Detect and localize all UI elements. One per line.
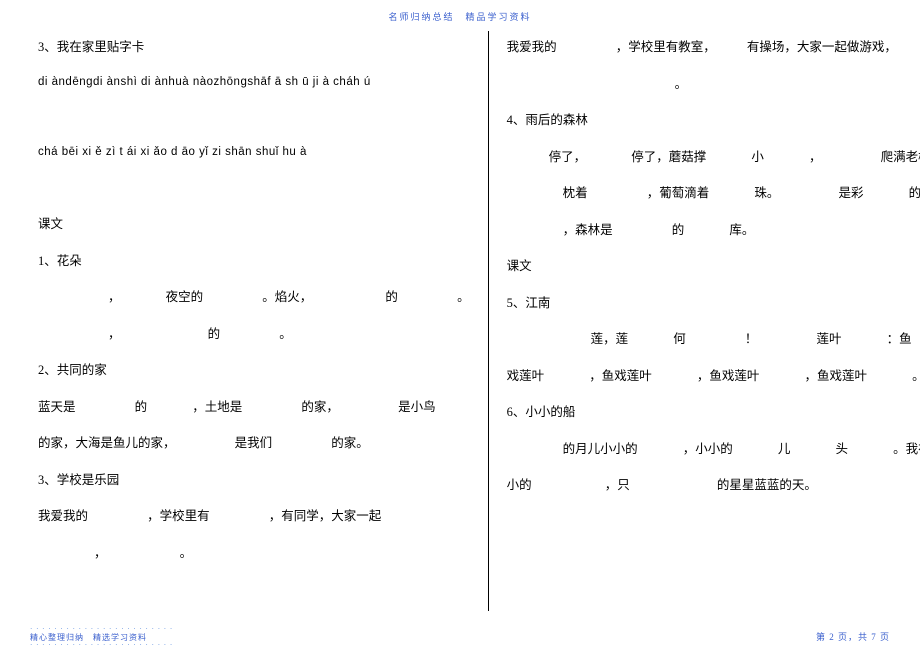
text-line: 3、我在家里贴字卡 [38, 31, 470, 64]
footer-dots-bottom: · · · · · · · · · · · · · · · · · · · · … [30, 641, 173, 649]
fill-blank-line: 戏莲叶 ，鱼戏莲叶 ，鱼戏莲叶 ，鱼戏莲叶 。 [507, 360, 920, 393]
section-heading: 课文 [38, 208, 470, 241]
section-heading: 课文 [507, 250, 920, 283]
text-segment: 我爱我的 [38, 509, 88, 523]
fill-blank-line: ，森林是 的 库。 [507, 214, 920, 247]
text-segment: ，土地是 [192, 400, 242, 414]
text-segment: ，森林是 [563, 223, 613, 237]
text-segment: 的月儿小小的 [563, 442, 638, 456]
text-segment: ，小小的 [683, 442, 733, 456]
column-right: 我爱我的 ，学校里有教室， 有操场，大家一起做游戏， 。 4、雨后的森林 停了，… [489, 31, 920, 611]
text-segment: 停了， [549, 150, 587, 164]
text-segment: 。焰火， [262, 290, 312, 304]
text-line: 3、学校是乐园 [38, 464, 470, 497]
text-segment: 爬满老树， [881, 150, 920, 164]
text-segment: ， [94, 546, 107, 560]
text-segment: 库。 [729, 223, 754, 237]
text-segment: ：鱼 [887, 332, 912, 346]
text-line: 5、江南 [507, 287, 920, 320]
text-segment: 的家，大海是鱼儿的家， [38, 436, 176, 450]
fill-blank-line: 停了， 停了，蘑菇撑 小 ， 爬满老树， [507, 141, 920, 174]
text-segment: 珠。 [754, 186, 779, 200]
text-segment: 有操场，大家一起做游戏， [747, 40, 897, 54]
text-segment: ！ [745, 332, 758, 346]
text-segment: 的家， [301, 400, 339, 414]
text-segment: ，学校里有 [147, 509, 210, 523]
text-segment: 戏莲叶 [507, 369, 545, 383]
text-segment: 是我们 [235, 436, 273, 450]
text-segment: 小的 [507, 478, 532, 492]
text-line: 2、共同的家 [38, 354, 470, 387]
text-segment: ，有同学，大家一起 [269, 509, 382, 523]
text-segment: 。 [675, 77, 688, 91]
text-segment: 。 [180, 546, 193, 560]
text-segment: 我爱我的 [507, 40, 557, 54]
two-column-layout: 3、我在家里贴字卡 di àndēngdi ànshì di ànhuà nào… [30, 31, 890, 611]
fill-blank-line: 小的 ，只 的星星蓝蓝的天。 [507, 469, 920, 502]
text-segment: 莲叶 [817, 332, 842, 346]
text-segment: 莲，莲 [591, 332, 629, 346]
text-segment: 蓝天是 [38, 400, 76, 414]
text-segment: ， [809, 150, 822, 164]
text-segment: 。 [457, 290, 470, 304]
page-container: 名师归纳总结 精品学习资料 3、我在家里贴字卡 di àndēngdi ànsh… [0, 0, 920, 651]
text-segment: 儿 [778, 442, 791, 456]
text-line: 4、雨后的森林 [507, 104, 920, 137]
text-segment: ，鱼戏莲叶 [805, 369, 868, 383]
fill-blank-line: 的月儿小小的 ，小小的 儿 头 。我在小 [507, 433, 920, 466]
text-segment: ， [108, 327, 121, 341]
fill-blank-line: 我爱我的 ，学校里有教室， 有操场，大家一起做游戏， [507, 31, 920, 64]
text-segment: 的 [909, 186, 920, 200]
text-segment: 是彩 [839, 186, 864, 200]
text-segment: ，鱼戏莲叶 [589, 369, 652, 383]
text-segment: 小 [751, 150, 764, 164]
text-segment: 。 [912, 369, 920, 383]
text-line: 6、小小的船 [507, 396, 920, 429]
fill-blank-line: 枕着 ，葡萄滴着 珠。 是彩 的 [507, 177, 920, 210]
text-segment: 的家。 [331, 436, 369, 450]
text-segment: 枕着 [563, 186, 588, 200]
footer-page-number: 第 2 页，共 7 页 [816, 630, 890, 643]
pinyin-line: di àndēngdi ànshì di ànhuà nàozhōngshāf … [38, 68, 470, 98]
fill-blank-line: 我爱我的 ，学校里有 ，有同学，大家一起 [38, 500, 470, 533]
pinyin-line: chá bēi xi ě zì t ái xi ǎo d āo yǐ zi sh… [38, 138, 470, 168]
text-segment: 停了，蘑菇撑 [631, 150, 706, 164]
fill-blank-line: ， 夜空的 。焰火， 的 。 [38, 281, 470, 314]
blank-line [38, 101, 470, 134]
text-segment: 的 [135, 400, 148, 414]
text-segment: ，葡萄滴着 [647, 186, 710, 200]
text-segment: 何 [673, 332, 686, 346]
fill-blank-line: ， 的 。 [38, 318, 470, 351]
fill-blank-line: 蓝天是 的 ，土地是 的家， 是小鸟 [38, 391, 470, 424]
page-header: 名师归纳总结 精品学习资料 [30, 10, 890, 23]
text-segment: ，鱼戏莲叶 [697, 369, 760, 383]
text-segment: ， [108, 290, 121, 304]
text-segment: 是小鸟 [398, 400, 436, 414]
text-segment: 的星星蓝蓝的天。 [717, 478, 817, 492]
text-segment: 夜空的 [166, 290, 204, 304]
fill-blank-line: 。 [507, 68, 920, 101]
fill-blank-line: ， 。 [38, 537, 470, 570]
blank-line [38, 172, 470, 205]
text-segment: 头 [836, 442, 849, 456]
fill-blank-line: 的家，大海是鱼儿的家， 是我们 的家。 [38, 427, 470, 460]
text-segment: 。 [279, 327, 292, 341]
column-left: 3、我在家里贴字卡 di àndēngdi ànshì di ànhuà nào… [30, 31, 489, 611]
text-segment: 的 [385, 290, 398, 304]
text-segment: ，只 [605, 478, 630, 492]
text-line: 1、花朵 [38, 245, 470, 278]
fill-blank-line: 莲，莲 何 ！ 莲叶 ：鱼 [507, 323, 920, 356]
text-segment: ，学校里有教室， [616, 40, 716, 54]
text-segment: 。我在小 [893, 442, 920, 456]
text-segment: 的 [672, 223, 685, 237]
text-segment: 的 [208, 327, 221, 341]
